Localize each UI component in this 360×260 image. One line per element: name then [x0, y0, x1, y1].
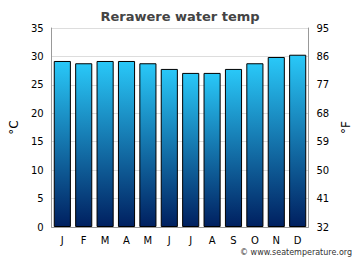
svg-text:15: 15	[31, 136, 44, 147]
svg-text:32: 32	[316, 222, 329, 233]
svg-text:68: 68	[316, 108, 329, 119]
svg-text:°F: °F	[339, 121, 353, 134]
svg-text:A: A	[209, 235, 216, 246]
svg-text:M: M	[101, 235, 110, 246]
svg-text:M: M	[144, 235, 153, 246]
svg-text:95: 95	[316, 23, 329, 34]
svg-text:J: J	[188, 235, 192, 246]
svg-text:41: 41	[316, 193, 329, 204]
svg-text:A: A	[123, 235, 130, 246]
svg-text:S: S	[230, 235, 236, 246]
svg-text:O: O	[251, 235, 259, 246]
svg-text:© www.seatemperature.org: © www.seatemperature.org	[240, 248, 352, 257]
svg-text:Rerawere water temp: Rerawere water temp	[100, 9, 259, 24]
svg-text:°C: °C	[7, 120, 21, 134]
svg-text:25: 25	[31, 79, 44, 90]
svg-text:F: F	[81, 235, 87, 246]
svg-text:J: J	[60, 235, 64, 246]
svg-text:N: N	[273, 235, 280, 246]
svg-text:0: 0	[37, 222, 43, 233]
svg-text:5: 5	[37, 193, 43, 204]
svg-text:59: 59	[316, 136, 329, 147]
svg-text:D: D	[294, 235, 302, 246]
svg-text:35: 35	[31, 23, 44, 34]
svg-text:J: J	[167, 235, 171, 246]
svg-text:77: 77	[316, 79, 329, 90]
svg-text:20: 20	[31, 108, 44, 119]
svg-text:10: 10	[31, 165, 44, 176]
svg-text:86: 86	[316, 51, 329, 62]
svg-text:50: 50	[316, 165, 329, 176]
svg-text:30: 30	[31, 51, 44, 62]
